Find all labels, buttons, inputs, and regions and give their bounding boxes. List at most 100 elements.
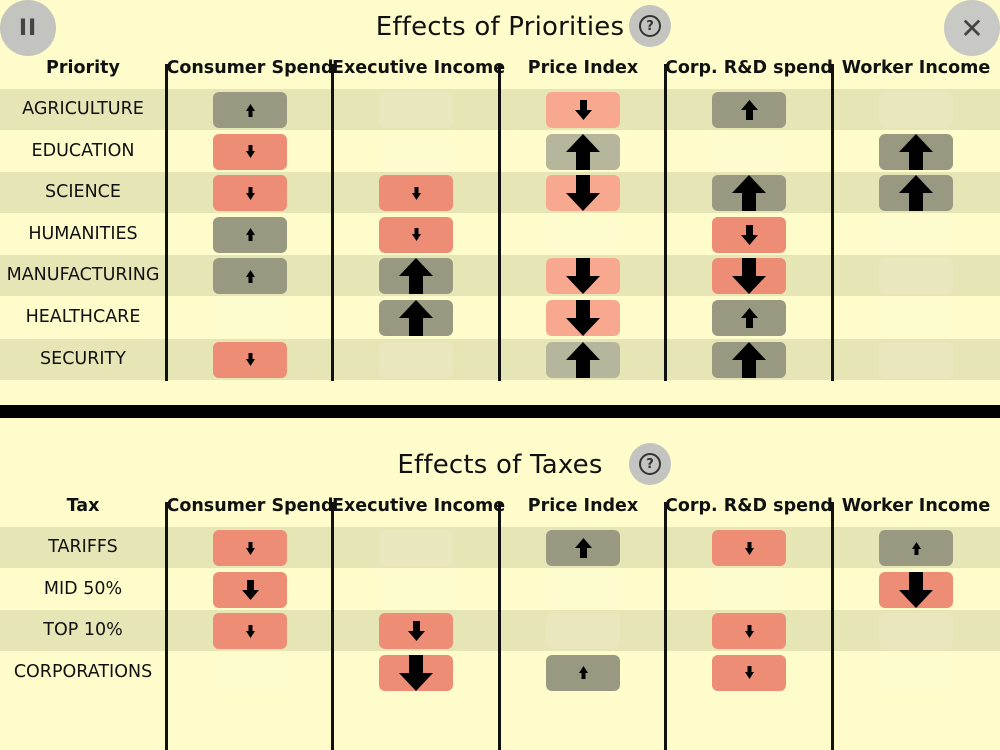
arrow-up-icon: [732, 175, 766, 212]
row-label: TOP 10%: [43, 620, 123, 641]
effect-cell-decrease: [712, 654, 786, 691]
column-header: Executive Income: [332, 58, 506, 78]
effect-cell-increase: [712, 92, 786, 128]
effect-cell-decrease: [546, 92, 620, 128]
effect-cell-increase: [213, 258, 287, 295]
taxes-help-button[interactable]: ?: [629, 443, 671, 485]
effect-cell-decrease: [879, 571, 953, 608]
arrow-up-icon: [245, 228, 255, 242]
effect-cell-none: [879, 92, 953, 128]
column-separator: [331, 502, 334, 750]
effect-cell-decrease: [213, 571, 287, 608]
help-icon: ?: [639, 15, 661, 37]
row-label: MID 50%: [43, 578, 123, 599]
effect-cell-none: [712, 133, 786, 170]
arrow-up-icon: [732, 341, 766, 378]
pause-button[interactable]: II: [0, 0, 56, 56]
effect-cell-increase: [879, 133, 953, 170]
arrow-up-icon: [740, 308, 758, 328]
effect-cell-decrease: [213, 341, 287, 378]
close-icon: ✕: [960, 11, 984, 45]
priorities-panel: II ✕ Effects of Priorities ? Priority Con…: [0, 0, 1000, 381]
arrow-down-icon: [245, 624, 255, 638]
arrow-down-icon: [245, 145, 255, 159]
effect-cell-increase: [879, 175, 953, 212]
effect-cell-decrease: [712, 258, 786, 295]
arrow-up-icon: [566, 133, 600, 170]
effect-cell-increase: [546, 341, 620, 378]
effect-cell-none: [379, 341, 453, 378]
effect-cell-decrease: [379, 175, 453, 212]
effect-cell-none: [546, 613, 620, 650]
arrow-down-icon: [566, 258, 600, 295]
effect-cell-decrease: [546, 175, 620, 212]
pause-icon: II: [18, 15, 38, 41]
arrow-up-icon: [899, 175, 933, 212]
column-separator: [664, 64, 667, 381]
effect-cell-decrease: [213, 175, 287, 212]
arrow-down-icon: [407, 621, 425, 642]
effect-cell-decrease: [379, 216, 453, 253]
arrow-down-icon: [740, 224, 758, 245]
arrow-down-icon: [245, 353, 255, 367]
arrow-up-icon: [245, 103, 255, 117]
arrow-up-icon: [899, 133, 933, 170]
effect-cell-increase: [213, 216, 287, 253]
column-header: Consumer Spend: [166, 496, 334, 516]
effect-cell-decrease: [712, 613, 786, 650]
arrow-down-icon: [732, 258, 766, 295]
row-label: SECURITY: [40, 348, 126, 369]
effect-cell-increase: [546, 133, 620, 170]
effect-cell-decrease: [546, 258, 620, 295]
arrow-up-icon: [245, 269, 255, 283]
row-label: SCIENCE: [45, 182, 121, 203]
row-label: HUMANITIES: [28, 223, 138, 244]
effect-cell-increase: [213, 92, 287, 128]
row-label: AGRICULTURE: [22, 99, 144, 119]
arrow-down-icon: [744, 666, 754, 680]
column-header: Worker Income: [841, 58, 991, 78]
arrow-up-icon: [911, 541, 921, 555]
effect-cell-none: [879, 613, 953, 650]
column-header: Corp. R&D spend: [665, 496, 833, 516]
column-header: Price Index: [527, 58, 639, 78]
effect-cell-increase: [546, 530, 620, 566]
effect-cell-decrease: [379, 654, 453, 691]
effect-cell-none: [379, 133, 453, 170]
effect-cell-none: [546, 216, 620, 253]
column-header: Price Index: [527, 496, 639, 516]
arrow-down-icon: [411, 186, 421, 200]
section-divider: [0, 405, 1000, 418]
column-header-tax: Tax: [66, 496, 100, 516]
effect-cell-decrease: [712, 530, 786, 566]
column-separator: [331, 64, 334, 381]
effect-cell-none: [213, 654, 287, 691]
column-header: Consumer Spend: [166, 58, 334, 78]
close-button[interactable]: ✕: [944, 0, 1000, 56]
effect-cell-decrease: [213, 530, 287, 566]
column-header: Corp. R&D spend: [665, 58, 833, 78]
effect-cell-increase: [712, 341, 786, 378]
row-label: MANUFACTURING: [6, 265, 160, 286]
arrow-down-icon: [399, 654, 433, 691]
column-separator: [165, 502, 168, 750]
effect-cell-none: [379, 92, 453, 128]
effect-cell-none: [879, 654, 953, 691]
priorities-title: Effects of Priorities: [375, 12, 625, 42]
arrow-down-icon: [245, 541, 255, 555]
column-header: Executive Income: [332, 496, 506, 516]
effect-cell-increase: [379, 258, 453, 295]
column-separator: [831, 64, 834, 381]
effect-cell-none: [879, 341, 953, 378]
taxes-title: Effects of Taxes: [397, 450, 603, 480]
column-separator: [498, 64, 501, 381]
effect-cell-none: [879, 216, 953, 253]
arrow-down-icon: [574, 100, 592, 120]
arrow-up-icon: [566, 341, 600, 378]
help-icon: ?: [639, 453, 661, 475]
arrow-down-icon: [899, 571, 933, 608]
arrow-up-icon: [399, 258, 433, 295]
effect-cell-increase: [546, 654, 620, 691]
priorities-help-button[interactable]: ?: [629, 5, 671, 47]
effect-cell-none: [712, 571, 786, 608]
